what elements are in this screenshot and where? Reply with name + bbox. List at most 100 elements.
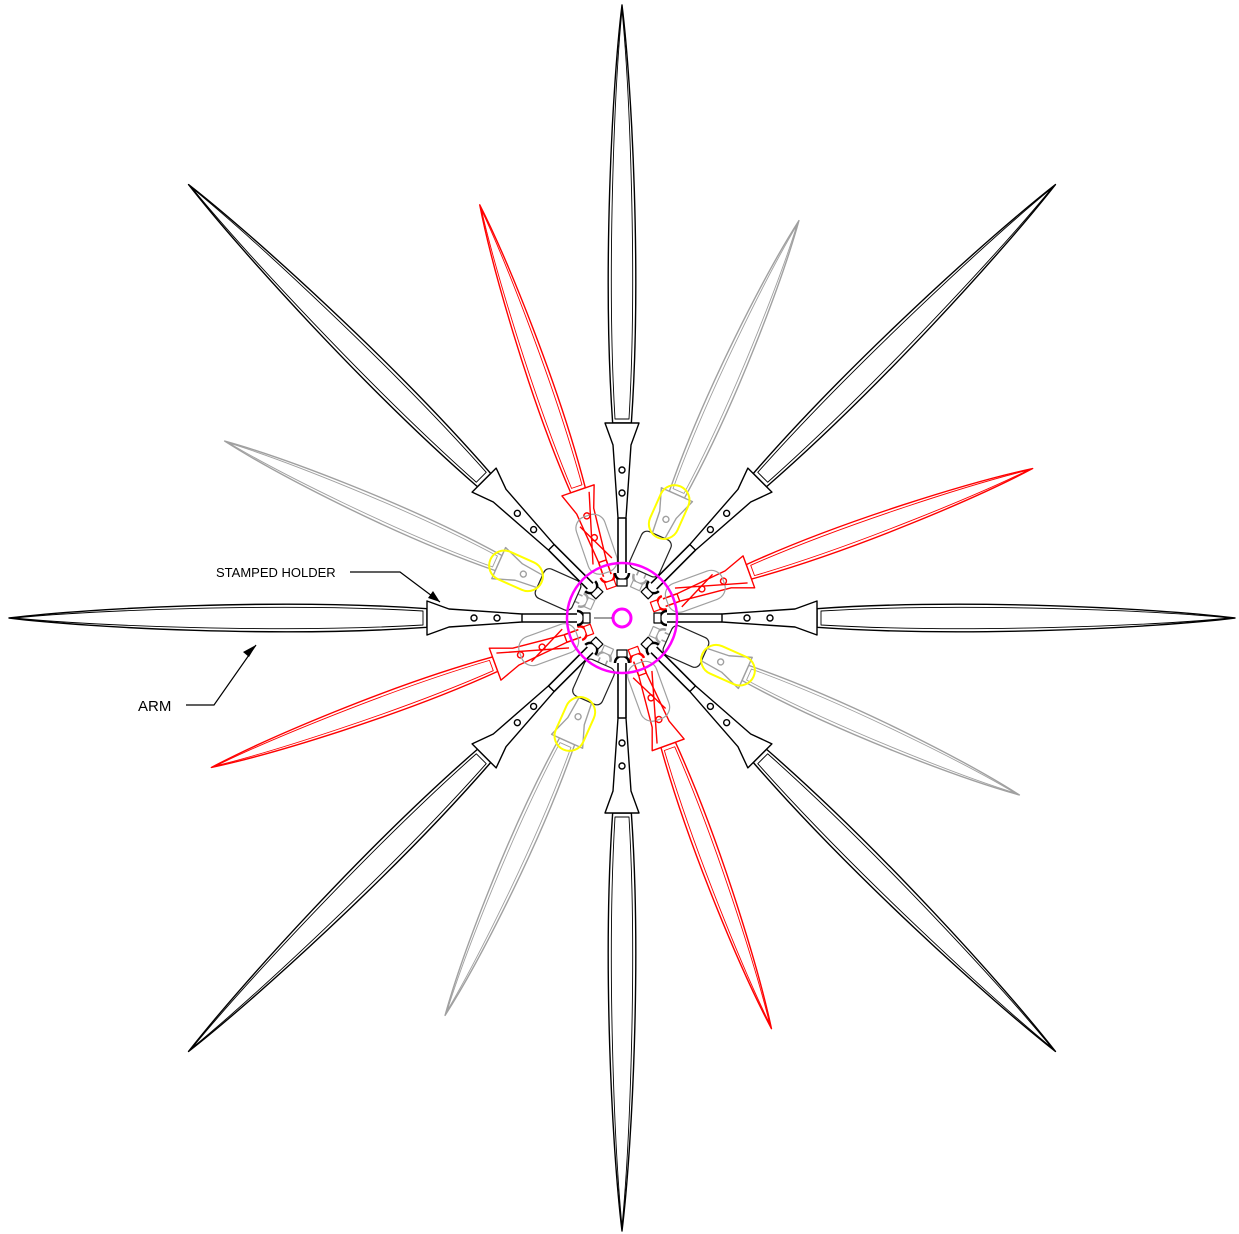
hub-nut [640,586,654,600]
holder-tab [471,685,555,769]
yellow-sleeve-cap [700,643,756,687]
arm-blade [8,603,428,633]
hub-nut [640,636,654,650]
hub-nut [603,578,617,590]
arm-red-109 [479,204,618,590]
arm-black-225 [187,636,604,1053]
yellow-sleeve-cap [647,484,691,540]
arm-gray-66 [629,219,800,592]
arm-blade-inner [820,606,1231,630]
arm-black-135 [187,183,604,600]
hub-nut [600,644,615,657]
arm-leader [186,644,257,706]
arm-black-90 [604,4,640,587]
holder-hole [618,762,626,770]
arm-blade-inner [446,742,572,1012]
arm-blade [745,467,1034,580]
holder-hole [722,509,731,518]
holder-hole [618,739,626,747]
holder-hole [513,718,522,727]
hub-center-ring [611,607,633,629]
holder-hole [662,515,670,524]
socket-body [575,513,618,575]
arm-gray-336 [648,625,1021,796]
hub-nut [648,625,661,640]
holder-tab [689,467,773,551]
arm-blade-inner [228,442,498,568]
arm-blade-inner [191,187,487,483]
arm-blade-inner [750,469,1029,577]
arm-blade-inner [672,224,798,494]
holder-tab [604,717,640,814]
callouts: STAMPED HOLDER ARM [138,565,441,715]
holder-hole [470,614,478,622]
arm-blade-inner [480,209,583,489]
socket-body [664,569,726,613]
arm-blade-inner [757,187,1053,483]
holder-hole [618,489,626,497]
arms-layer [8,4,1236,1232]
arm-gray-156 [223,440,596,611]
holder-hole [722,718,731,727]
arm-blade [668,219,800,499]
hub-ring [565,561,679,675]
arm-neck [667,613,722,623]
arm-blade-inner [610,816,634,1227]
arm-red-200 [210,623,595,769]
arm-blade-inner [215,659,494,767]
arm-blade [607,812,637,1232]
arm-blade [752,183,1057,488]
holder-hole [493,614,501,622]
holder-tab [426,600,523,636]
arm-blade [660,741,773,1030]
holder-tab [689,685,773,769]
arm-black-180 [8,600,591,636]
hub-nut [582,612,591,624]
arm-blade [223,440,503,572]
holder-hole [618,466,626,474]
hub-nut [583,596,596,611]
arm-blade [187,748,492,1053]
arm-blade [479,204,587,494]
yellow-sleeve-cap [553,696,597,752]
stamped-holder-leader [350,571,441,603]
hub-nut [590,636,604,650]
arm-blade-inner [191,753,487,1049]
arm-black-45 [640,183,1057,600]
arm-black-315 [640,636,1057,1053]
stamped-holder-arrowhead [428,591,440,602]
arm-blade [444,737,576,1017]
socket-body [627,660,671,722]
arm-arrowhead [243,645,256,657]
hub-nut [653,612,662,624]
arm-gray-246 [444,644,615,1017]
hub-nut [627,645,641,657]
arm-blade-inner [746,668,1016,794]
arm-blade-inner [13,606,424,630]
hub-nut [629,579,644,592]
arm-blade-inner [610,9,634,420]
arm-red-290 [627,645,773,1030]
holder-hole [519,570,528,578]
holder-tab [471,467,555,551]
holder-tab [721,600,818,636]
hub-nut [649,599,661,613]
holder-hole [706,702,715,711]
arm-blade [607,4,637,424]
arm-blade-inner [663,746,771,1025]
socket-detail [674,573,748,608]
hub [565,561,679,675]
socket-body [518,623,580,667]
arm-blade [187,183,492,488]
holder-hole [743,614,751,622]
holder-hole [513,509,522,518]
arm-blade [816,603,1236,633]
arm-neck [617,518,627,573]
holder-hole [766,614,774,622]
holder-hole [574,712,582,721]
hub-nut [590,586,604,600]
yellow-sleeve-cap [488,549,544,593]
arm-red-20 [649,467,1034,613]
hub-nut [616,578,628,587]
